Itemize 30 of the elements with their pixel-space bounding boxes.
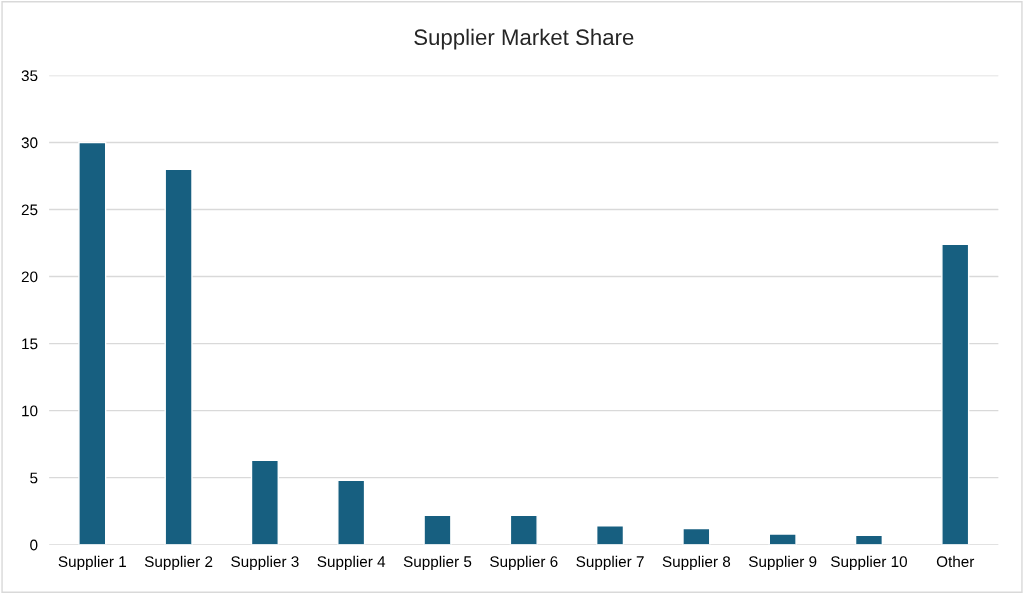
x-tick-label: Supplier 2: [144, 555, 213, 571]
x-tick-label: Supplier 7: [576, 555, 644, 571]
bar: [337, 479, 366, 545]
bar: [78, 141, 107, 545]
x-tick-label: Supplier 8: [662, 555, 731, 571]
y-tick-label: 15: [22, 338, 38, 350]
x-tick-label: Other: [936, 555, 975, 568]
chart-title: Supplier Market Share: [414, 28, 634, 50]
bar: [164, 168, 193, 545]
bar: [596, 525, 625, 545]
y-tick-label: 25: [21, 204, 38, 216]
x-tick-label: Supplier 3: [231, 555, 299, 571]
x-tick-label: Supplier 1: [58, 555, 126, 571]
y-tick-label: 0: [30, 539, 38, 551]
y-tick-label: 10: [22, 405, 38, 417]
bar: [768, 533, 797, 545]
x-tick-label: Supplier 10: [831, 555, 908, 571]
bar: [509, 514, 538, 545]
x-tick-label: Supplier 5: [403, 555, 472, 571]
x-tick-label: Supplier 9: [748, 555, 817, 571]
bar: [941, 243, 970, 545]
y-tick-label: 35: [21, 70, 38, 82]
y-tick-label: 5: [30, 472, 38, 484]
bar: [250, 459, 279, 545]
x-tick-label: Supplier 4: [317, 555, 386, 571]
y-tick-label: 20: [21, 271, 38, 283]
bar: [423, 514, 452, 545]
bar: [682, 527, 711, 545]
y-tick-label: 30: [21, 137, 38, 149]
x-tick-label: Supplier 6: [490, 555, 558, 571]
